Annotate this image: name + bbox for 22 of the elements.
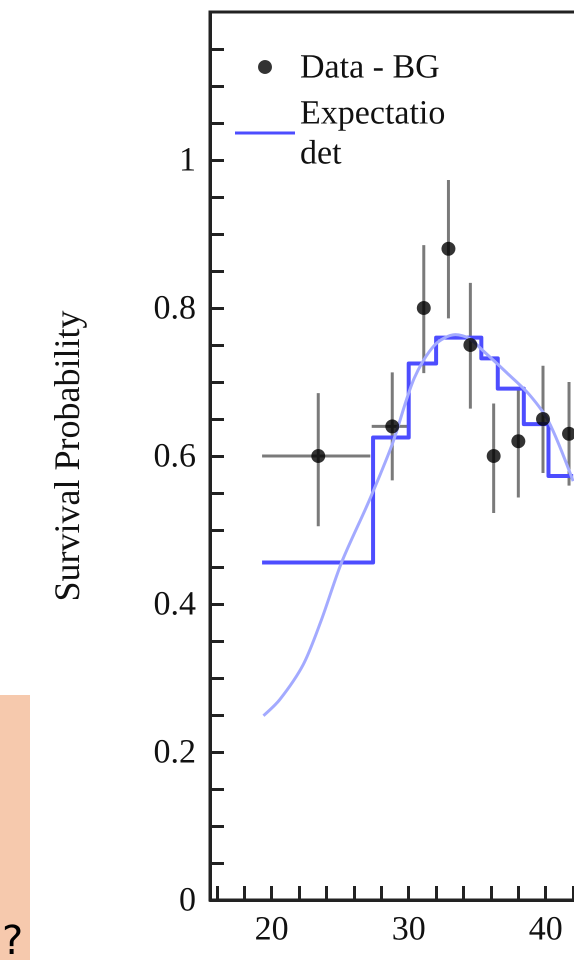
line-series <box>262 333 574 718</box>
point <box>536 412 550 426</box>
x-tick-label: 30 <box>392 910 426 948</box>
legend-label: Expectatio det <box>300 94 446 172</box>
x-tick-label: 40 <box>528 910 563 948</box>
y-tick-label: 0.4 <box>154 586 196 622</box>
y-tick-label: 1 <box>179 142 196 178</box>
point <box>441 242 456 256</box>
y-tick-label: 0.6 <box>154 438 196 474</box>
y-axis-title: Survival Probability <box>47 310 87 602</box>
point <box>311 449 326 463</box>
y-tick-label: 0.2 <box>154 734 196 770</box>
legend-label: Data - BG <box>300 48 440 86</box>
note-box: ? <box>0 695 30 960</box>
y-tick-label: 0.8 <box>154 290 196 326</box>
y-tick-label: 0 <box>179 882 196 918</box>
point <box>385 419 400 434</box>
point <box>463 338 478 352</box>
point <box>511 434 526 448</box>
point <box>416 301 431 315</box>
x-tick-label: 20 <box>254 910 289 948</box>
point <box>486 449 501 463</box>
